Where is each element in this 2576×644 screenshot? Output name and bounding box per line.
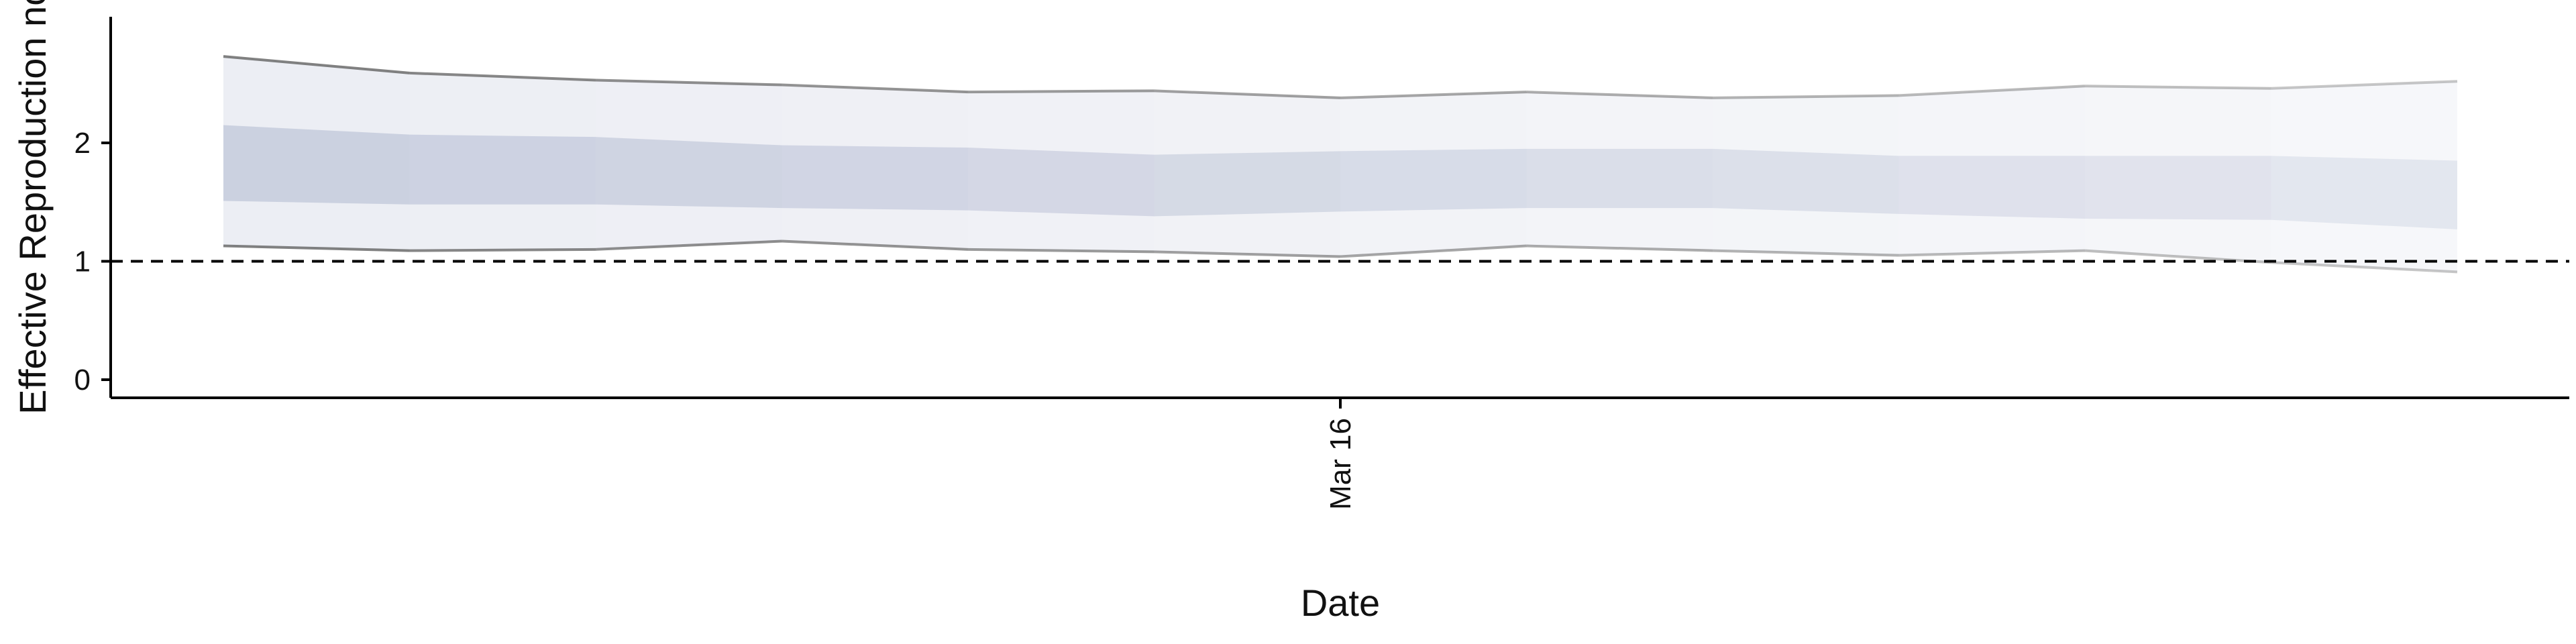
upper-bound-segment xyxy=(1526,91,1713,99)
y-tick-label: 0 xyxy=(74,364,91,396)
lower-bound-segment xyxy=(1340,244,1527,258)
upper-bound-segment xyxy=(2084,85,2271,90)
lower-bound-segment xyxy=(782,239,969,251)
lower-bound-segment xyxy=(967,248,1155,254)
upper-bound-segment xyxy=(409,71,596,82)
ci90-band-segment xyxy=(1713,95,1899,256)
y-tick-label: 1 xyxy=(74,246,91,278)
edges-layer xyxy=(223,55,2458,274)
ci50-band-segment xyxy=(782,145,968,211)
lower-bound-segment xyxy=(2271,261,2458,274)
upper-bound-segment xyxy=(223,55,410,74)
upper-bound-segment xyxy=(2271,80,2458,90)
ci90-band-segment xyxy=(2271,81,2457,272)
upper-bound-segment xyxy=(967,89,1155,94)
x-axis-title: Date xyxy=(1301,582,1380,624)
ci50-band-segment xyxy=(1340,148,1527,212)
x-ticks: Mar 16 xyxy=(1324,398,1357,510)
lower-bound-segment xyxy=(409,248,596,252)
ci50-band-segment xyxy=(409,134,596,205)
lower-bound-segment xyxy=(1712,249,1899,257)
ci50-band-segment xyxy=(2085,156,2271,220)
ci50-band-segment xyxy=(2271,156,2457,229)
upper-bound-segment xyxy=(1154,89,1341,99)
y-ticks: 0 1 2 xyxy=(74,127,111,396)
bands-layer xyxy=(223,56,2457,272)
ci50-band-segment xyxy=(1713,148,1899,214)
y-axis-title: Effective Reproduction no. xyxy=(11,0,54,415)
y-tick-label: 2 xyxy=(74,127,91,160)
lower-bound-segment xyxy=(595,239,782,251)
lower-bound-segment xyxy=(1898,249,2086,257)
ci50-band-segment xyxy=(1526,148,1713,209)
lower-bound-segment xyxy=(2084,249,2271,264)
x-tick-label: Mar 16 xyxy=(1324,418,1357,510)
upper-bound-segment xyxy=(1712,94,1899,99)
ci50-band-segment xyxy=(223,125,410,205)
lower-bound-segment xyxy=(1526,244,1713,252)
lower-bound-segment xyxy=(1154,250,1341,258)
ci50-band-segment xyxy=(596,137,782,209)
ci50-band-segment xyxy=(968,148,1155,217)
upper-bound-segment xyxy=(595,78,782,87)
lower-bound-segment xyxy=(223,244,410,252)
upper-bound-segment xyxy=(782,83,969,94)
ci90-band-segment xyxy=(2085,86,2271,263)
ci50-band-segment xyxy=(1898,156,2085,219)
ci90-band-segment xyxy=(1898,86,2085,256)
upper-bound-segment xyxy=(1898,85,2086,97)
upper-bound-segment xyxy=(1340,91,1527,99)
ci50-band-segment xyxy=(1154,151,1340,217)
